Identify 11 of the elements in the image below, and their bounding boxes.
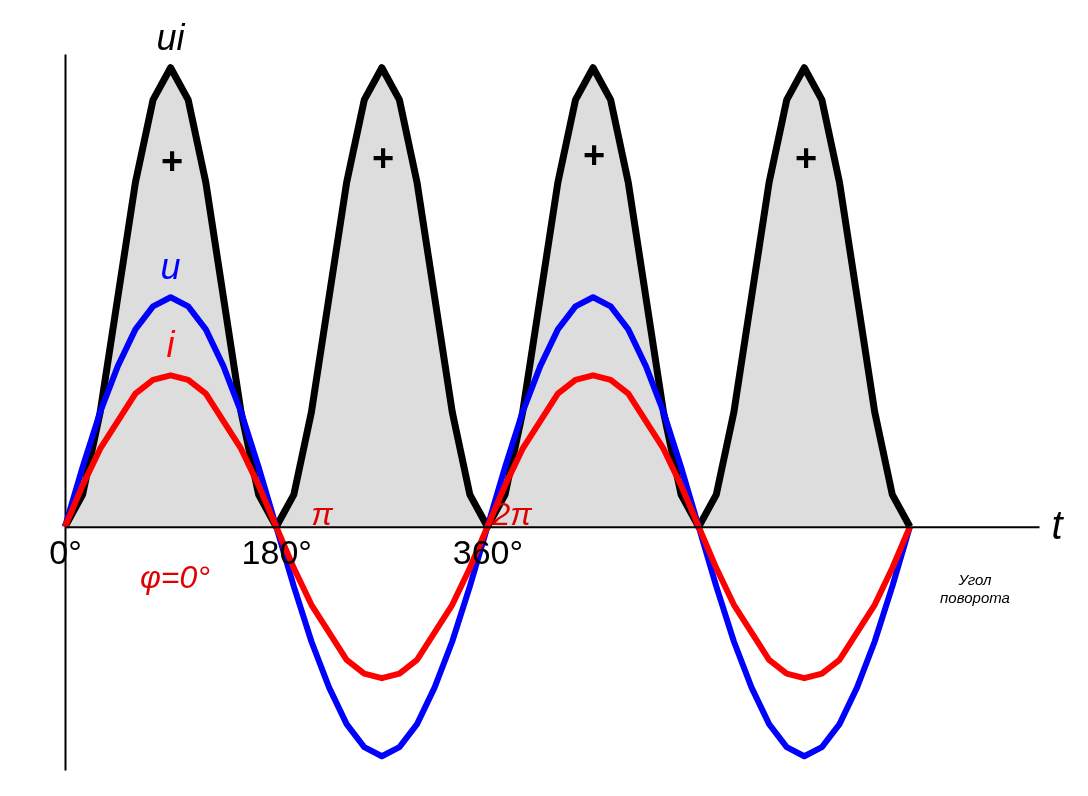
annotation: Угол поворота — [940, 571, 1010, 606]
annotation: + — [371, 137, 395, 179]
x-axis-title: t — [1051, 503, 1065, 548]
annotation: + — [794, 137, 818, 179]
annotation: φ=0° — [139, 559, 211, 595]
annotation: + — [160, 140, 184, 182]
annotation: + — [582, 134, 606, 176]
series-label: ui — [156, 16, 186, 58]
series-label: u — [160, 246, 181, 288]
series-label: i — [166, 324, 176, 366]
annotation: π — [311, 496, 334, 532]
